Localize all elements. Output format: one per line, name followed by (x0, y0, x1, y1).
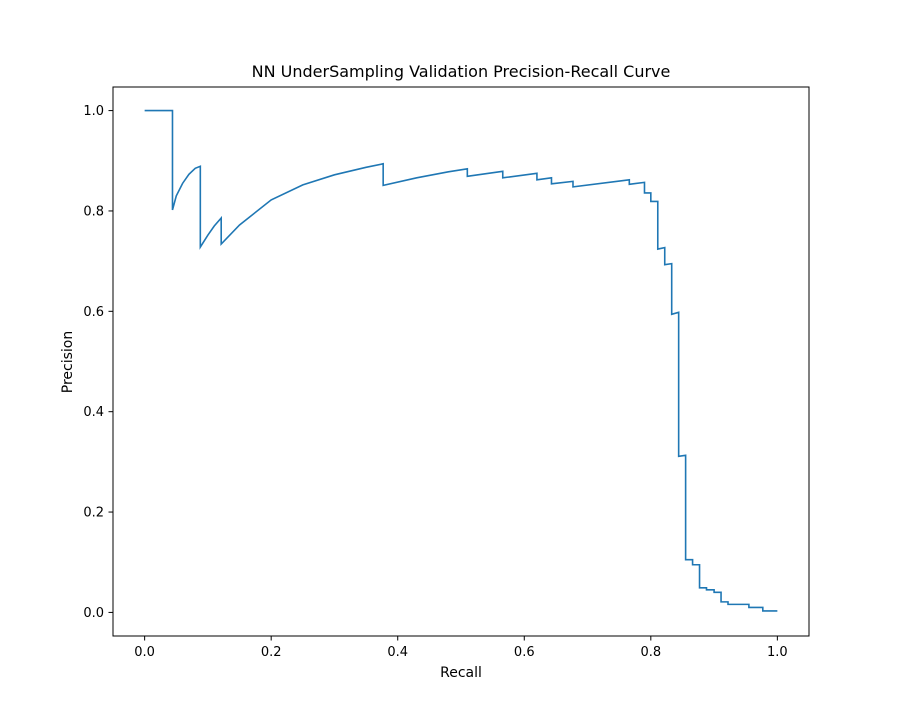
chart-title: NN UnderSampling Validation Precision-Re… (252, 62, 671, 81)
x-tick-label: 0.8 (640, 645, 661, 660)
plot-frame (112, 86, 810, 637)
x-axis-label: Recall (440, 665, 482, 681)
pr-curve-series-0 (144, 109, 778, 612)
y-tick-label: 0.6 (83, 305, 104, 320)
x-tick-label: 0.0 (134, 645, 155, 660)
x-tick-label: 0.4 (387, 645, 408, 660)
plot-area (144, 109, 778, 612)
y-tick-label: 0.4 (83, 405, 104, 420)
x-tick-label: 1.0 (767, 645, 788, 660)
y-tick-label: 1.0 (83, 104, 104, 119)
y-axis: 0.0 0.2 0.4 0.6 0.8 1.0 (83, 104, 113, 621)
y-tick-label: 0.0 (83, 606, 104, 621)
y-axis-label: Precision (60, 331, 76, 393)
x-axis: 0.0 0.2 0.4 0.6 0.8 1.0 (134, 636, 788, 660)
x-tick-label: 0.6 (514, 645, 535, 660)
y-tick-label: 0.8 (83, 204, 104, 219)
x-tick-label: 0.2 (261, 645, 282, 660)
y-tick-label: 0.2 (83, 506, 104, 521)
